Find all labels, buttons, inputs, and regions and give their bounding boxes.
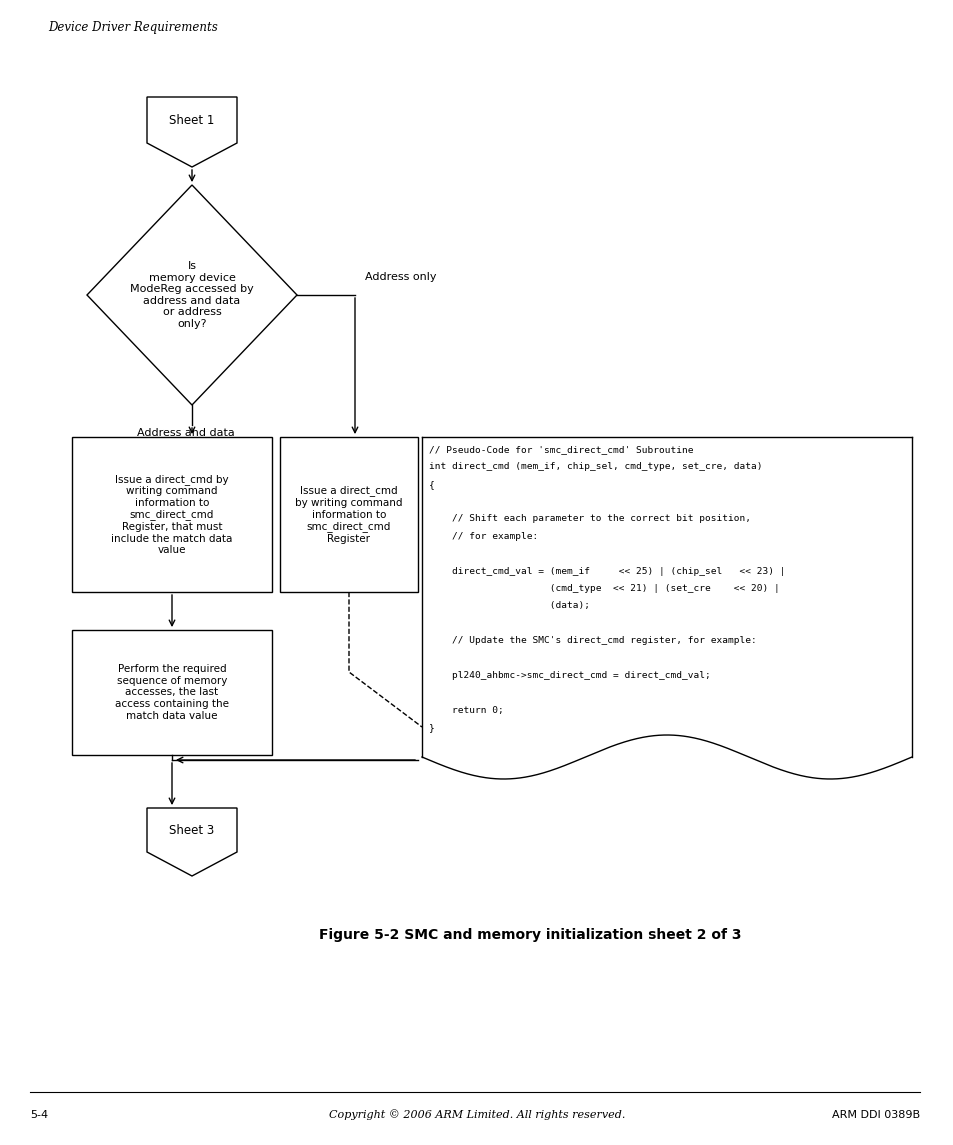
Text: // for example:: // for example:: [429, 532, 537, 540]
Text: Is
memory device
ModeReg accessed by
address and data
or address
only?: Is memory device ModeReg accessed by add…: [130, 261, 253, 329]
Text: ARM DDI 0389B: ARM DDI 0389B: [831, 1110, 919, 1120]
Text: (cmd_type  << 21) | (set_cre    << 20) |: (cmd_type << 21) | (set_cre << 20) |: [429, 584, 779, 593]
Text: int direct_cmd (mem_if, chip_sel, cmd_type, set_cre, data): int direct_cmd (mem_if, chip_sel, cmd_ty…: [429, 463, 761, 472]
Text: // Shift each parameter to the correct bit position,: // Shift each parameter to the correct b…: [429, 514, 750, 523]
Text: direct_cmd_val = (mem_if     << 25) | (chip_sel   << 23) |: direct_cmd_val = (mem_if << 25) | (chip_…: [429, 567, 784, 576]
Text: Address only: Address only: [365, 273, 436, 282]
Polygon shape: [147, 97, 236, 167]
Text: Figure 5-2 SMC and memory initialization sheet 2 of 3: Figure 5-2 SMC and memory initialization…: [318, 927, 740, 942]
Polygon shape: [87, 185, 296, 405]
Polygon shape: [147, 808, 236, 876]
Text: }: }: [429, 722, 435, 732]
Text: {: {: [429, 480, 435, 489]
Bar: [280, 437, 417, 592]
Text: Issue a direct_cmd
by writing command
information to
smc_direct_cmd
Register: Issue a direct_cmd by writing command in…: [294, 485, 402, 544]
Text: Perform the required
sequence of memory
accesses, the last
access containing the: Perform the required sequence of memory …: [115, 664, 229, 720]
Text: Sheet 3: Sheet 3: [170, 823, 214, 837]
Text: Issue a direct_cmd by
writing command
information to
smc_direct_cmd
Register, th: Issue a direct_cmd by writing command in…: [112, 474, 233, 555]
Text: Address and data: Address and data: [137, 428, 234, 439]
Text: Device Driver Requirements: Device Driver Requirements: [48, 22, 217, 34]
Text: (data);: (data);: [429, 601, 589, 610]
Bar: [71, 630, 272, 755]
Text: return 0;: return 0;: [429, 705, 503, 714]
Text: pl240_ahbmc->smc_direct_cmd = direct_cmd_val;: pl240_ahbmc->smc_direct_cmd = direct_cmd…: [429, 671, 710, 680]
Text: 5-4: 5-4: [30, 1110, 48, 1120]
Text: // Pseudo-Code for 'smc_direct_cmd' Subroutine: // Pseudo-Code for 'smc_direct_cmd' Subr…: [429, 445, 693, 455]
Text: Copyright © 2006 ARM Limited. All rights reserved.: Copyright © 2006 ARM Limited. All rights…: [329, 1110, 624, 1121]
Text: Sheet 1: Sheet 1: [169, 113, 214, 126]
Bar: [71, 437, 272, 592]
Text: // Update the SMC's direct_cmd register, for example:: // Update the SMC's direct_cmd register,…: [429, 637, 756, 645]
